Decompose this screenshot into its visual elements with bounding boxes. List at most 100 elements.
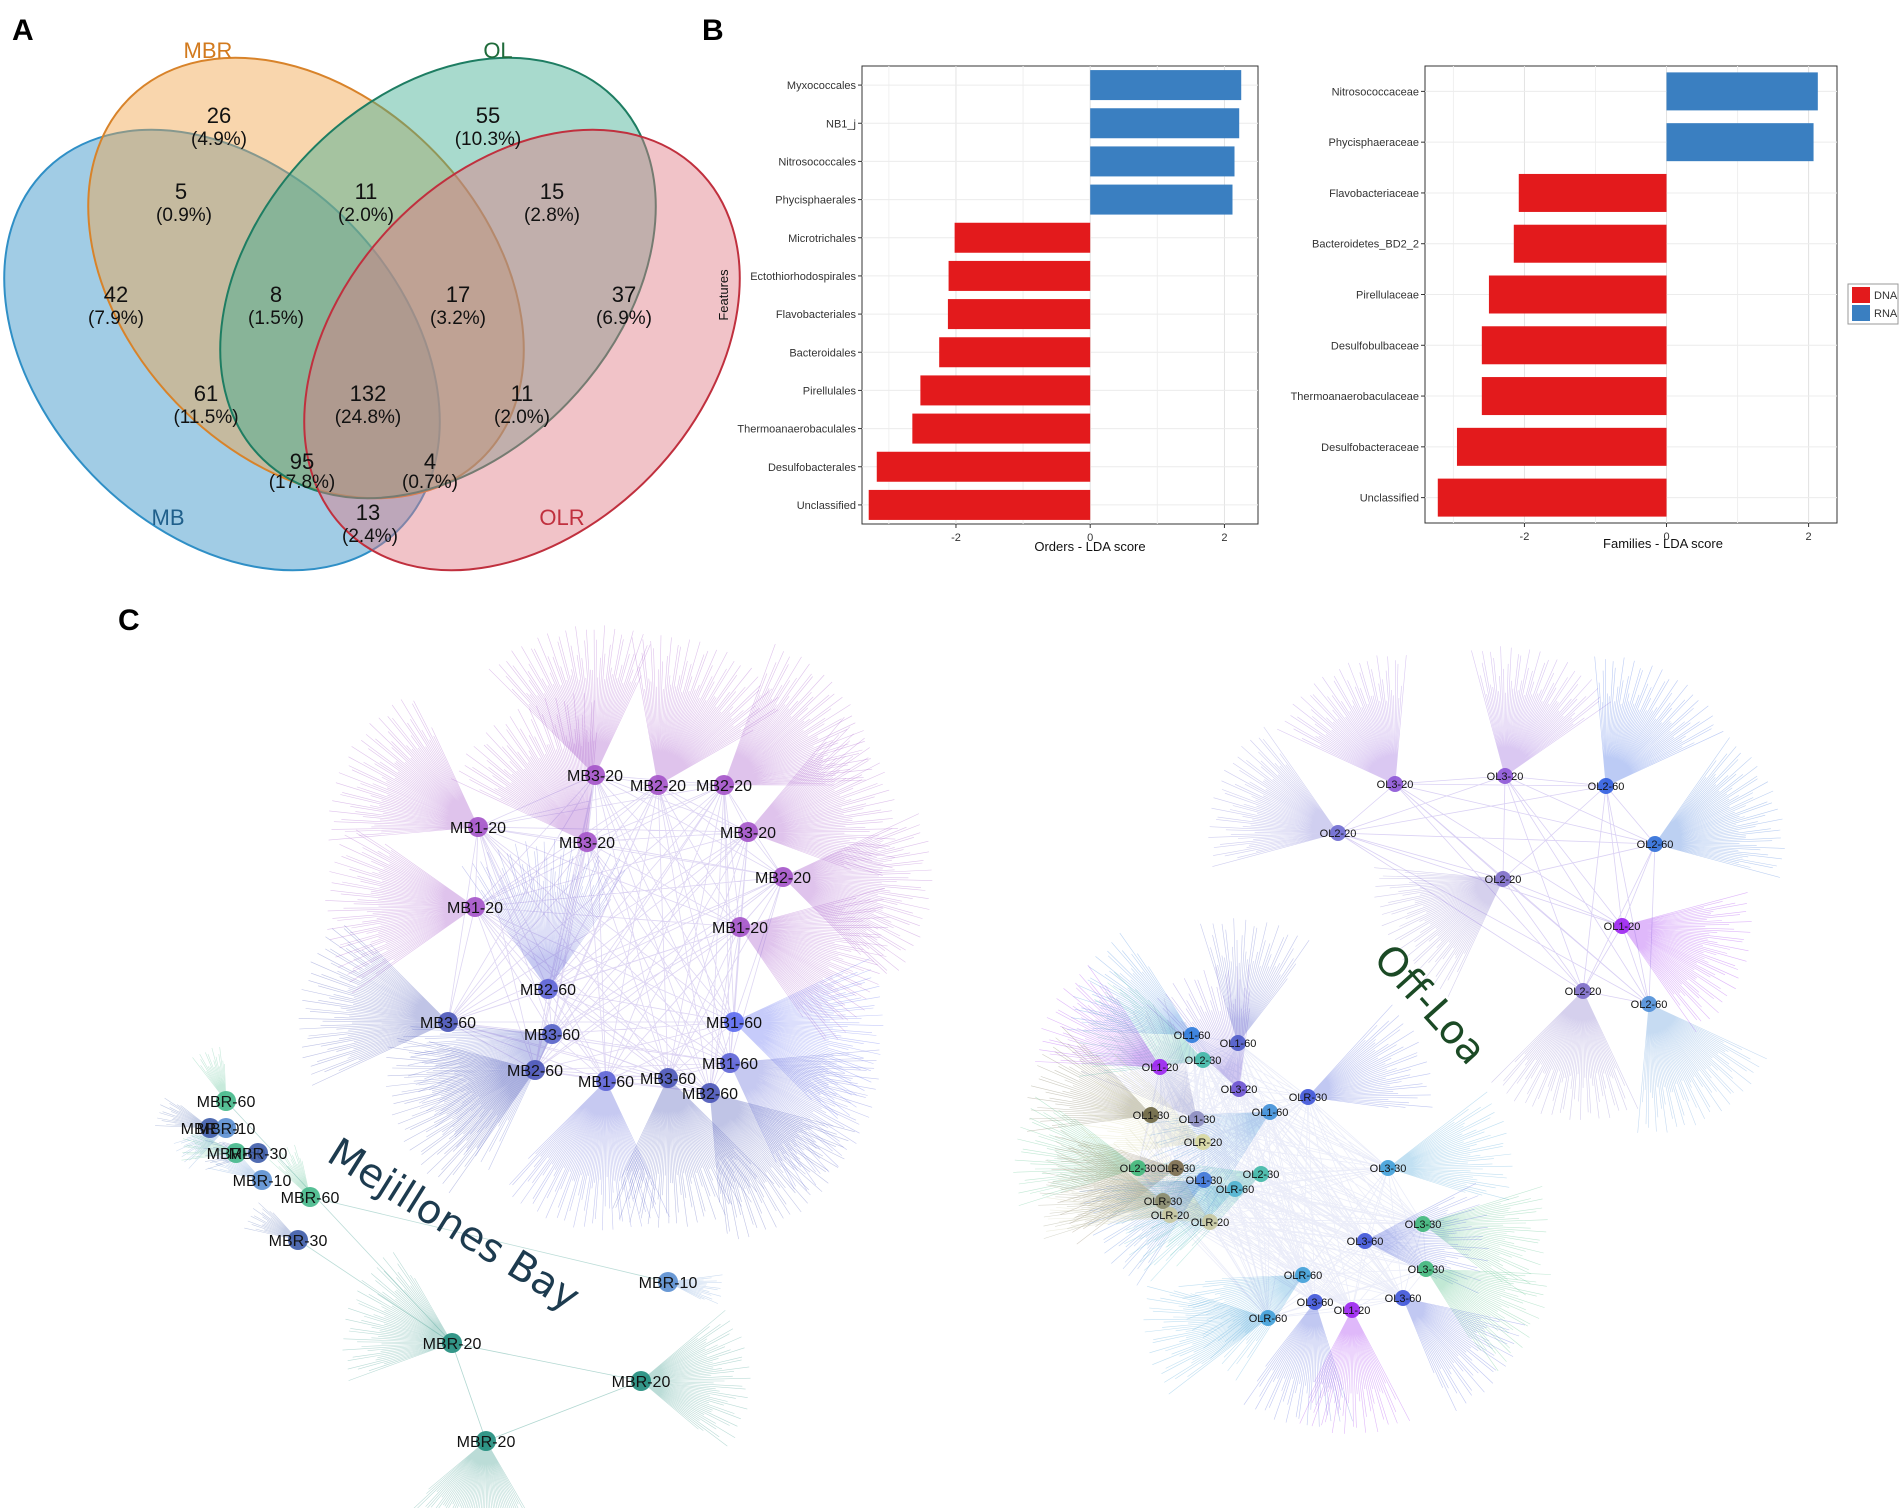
node-label: OLR-20 [1184,1137,1223,1149]
network-node [1418,1261,1434,1277]
y-tick-labels: Myxococcales NB1_j Nitrosococcales Phycisph… [737,80,862,512]
edge-fan [733,958,884,1119]
edge-fan [640,1310,751,1447]
bar-nb1-j [1090,108,1240,139]
node-label: MBR-10 [233,1173,292,1190]
venn-label-ol: OL [483,38,512,63]
venn-pct-mbr-olr: (2.0%) [494,407,550,428]
network-node [300,1187,320,1207]
venn-count-mbr-only: 26 [207,103,231,128]
node-label: OL3-20 [1221,1084,1258,1096]
legend-swatch-rna [1852,305,1870,321]
y-tick-label: Pirellulales [803,385,857,397]
bar-desulfobacteraceae [1456,427,1667,466]
venn-set-mbr [87,56,525,500]
node-label: OL1-30 [1133,1110,1170,1122]
edge-fan [328,699,479,841]
node-label: OL1-60 [1220,1038,1257,1050]
bars [1437,72,1818,517]
network-node [542,1024,562,1044]
edge-fan [1374,867,1504,997]
network-node [1202,1214,1218,1230]
edge-fan [1243,1301,1353,1427]
bar-desulfobulbaceae [1481,326,1667,365]
edge-fan [385,1037,536,1194]
bars [868,70,1242,520]
edge-fan [1594,656,1724,787]
venn-label-mb: MB [152,505,185,530]
venn-set-olr [303,128,741,572]
network-node [596,1071,616,1091]
network-node [538,979,558,999]
node-label: MB1-60 [578,1074,634,1091]
network-node [226,1143,246,1163]
node-label: OLR-60 [1249,1313,1288,1325]
network-node [438,1012,458,1032]
y-tick-label: Pirellulaceae [1356,290,1419,302]
node-label: MB2-20 [696,778,752,795]
venn-count-ol-only: 55 [476,103,500,128]
edge-fan [1307,1004,1433,1108]
venn-set-mb [3,128,441,572]
legend-label-rna: RNA [1874,308,1898,320]
node-label: OL1-20 [1142,1062,1179,1074]
x-tick-label: 0 [1663,531,1669,543]
node-label: MB2-60 [682,1086,738,1103]
edge-fan [1637,1003,1767,1133]
bar-desulfobacterales [876,451,1091,482]
network-node [730,917,750,937]
network-node [1184,1027,1200,1043]
legend-swatch-dna [1852,287,1870,303]
bar-thermoanaerobaculaceae [1481,377,1667,416]
panel-label-b: B [702,14,724,47]
venn-count-mb-ol-olr: 95 [290,449,314,474]
bar-myxococcales [1090,70,1242,101]
node-label: OL3-30 [1405,1219,1442,1231]
node-label: MB1-20 [712,920,768,937]
node-links [447,774,784,1094]
network-node [1227,1181,1243,1197]
node-label: MB3-60 [420,1015,476,1032]
bar-nitrosococcales [1090,146,1235,177]
network-node [442,1333,462,1353]
bar-ectothiorhodospirales [948,260,1091,291]
venn-label-olr: OLR [539,505,584,530]
edge-fan [782,813,933,974]
edge-fan [244,1202,299,1241]
network-node [1295,1267,1311,1283]
node-label: MBR-30 [269,1233,328,1250]
node-label: MBR-20 [612,1374,671,1391]
edge-fan [1038,1129,1164,1239]
network-node [1344,1302,1360,1318]
edge-fan [192,1046,227,1102]
x-tick-label: 2 [1806,531,1812,543]
y-tick-label: Unclassified [1360,493,1419,505]
bar-bacteroidales [939,337,1091,368]
edge-fan [1035,964,1161,1068]
venn-pct-mb-mbr-olr: (0.7%) [402,472,458,493]
y-tick-labels: Nitrosococcaceae Phycisphaeraceae Flavobac… [1291,86,1425,505]
network-node [658,1272,678,1292]
venn-count-mb-mbr: 5 [175,179,187,204]
edge-fan [342,1252,453,1381]
edge-fan [1067,932,1193,1036]
edge-fan [1299,1309,1410,1434]
edge-fan [1145,1111,1271,1218]
network-node [248,1143,268,1163]
node-label: OL2-30 [1243,1169,1280,1181]
network-node [1230,1035,1246,1051]
edge-fan [1208,726,1339,867]
edge-fan [1491,990,1639,1120]
network-node [1300,1089,1316,1105]
node-label: OL3-60 [1385,1293,1422,1305]
venn-pct-mb-olr: (2.4%) [342,526,398,547]
network-node [216,1091,236,1111]
bar-nitrosococcaceae [1666,72,1818,111]
venn-count-mb-only: 42 [104,282,128,307]
venn-pct-olr-only: (6.9%) [596,308,652,329]
network-node [1162,1207,1178,1223]
network-node [200,1118,220,1138]
node-label: OL2-60 [1588,781,1625,793]
node-label: MB3-20 [567,768,623,785]
